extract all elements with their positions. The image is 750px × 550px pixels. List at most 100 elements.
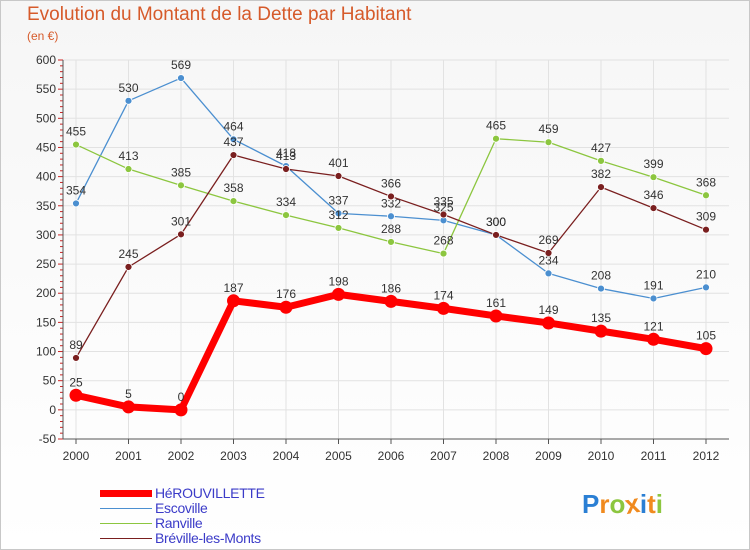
data-point-h-rouvillette [122,400,135,414]
data-label-h-rouvillette: 149 [538,303,558,317]
data-label-escoville: 354 [66,183,86,197]
data-point-br-ville-les-monts [334,172,343,180]
data-label-ranville: 268 [433,234,453,248]
data-point-escoville [229,135,238,144]
proxiti-logo: Proxiti [582,488,663,520]
data-point-ranville [544,138,553,147]
data-point-h-rouvillette [69,388,83,402]
chart-unit: (en €) [27,29,59,43]
x-tick-label: 2007 [430,449,457,463]
data-point-escoville [544,269,553,278]
data-label-h-rouvillette: 186 [381,281,401,295]
data-label-h-rouvillette: 176 [276,287,296,301]
data-label-ranville: 334 [276,195,296,209]
data-point-h-rouvillette [594,324,608,338]
data-label-h-rouvillette: 105 [696,329,716,343]
data-label-br-ville-les-monts: 269 [538,233,558,247]
logo-letter: o [609,489,626,519]
data-label-escoville: 464 [223,119,243,133]
data-point-h-rouvillette [647,332,660,346]
data-point-h-rouvillette [227,294,240,308]
data-point-br-ville-les-monts [544,249,553,257]
data-point-br-ville-les-monts [72,354,80,362]
data-point-ranville [124,165,133,173]
data-label-ranville: 455 [66,125,86,139]
chart-title: Evolution du Montant de la Dette par Hab… [27,4,412,25]
logo-letter: r [599,489,610,519]
data-point-ranville [439,249,448,258]
data-label-br-ville-les-monts: 413 [276,149,296,163]
data-point-ranville [72,140,80,149]
y-tick-label: 300 [36,228,56,242]
data-label-br-ville-les-monts: 437 [223,135,243,149]
data-label-br-ville-les-monts: 309 [696,210,716,224]
data-label-ranville: 413 [118,149,138,163]
data-label-br-ville-les-monts: 335 [433,195,453,209]
data-label-h-rouvillette: 5 [125,387,132,401]
x-tick-label: 2001 [115,449,142,463]
data-label-h-rouvillette: 187 [223,281,243,295]
data-label-escoville: 208 [591,269,611,283]
y-tick-label: 450 [36,140,56,154]
data-point-escoville [124,96,133,105]
y-tick-label: 150 [36,315,56,329]
data-point-ranville [492,134,500,143]
legend-swatch [100,490,152,497]
y-tick-label: 200 [36,286,56,300]
data-label-h-rouvillette: 0 [178,390,185,404]
data-point-h-rouvillette [384,294,398,308]
data-label-ranville: 385 [171,165,191,179]
x-tick-label: 2002 [168,449,195,463]
data-label-ranville: 399 [643,157,663,171]
data-label-br-ville-les-monts: 300 [486,215,506,229]
data-point-h-rouvillette [437,301,450,315]
x-tick-label: 2006 [378,449,405,463]
data-point-h-rouvillette [489,309,503,323]
data-label-br-ville-les-monts: 401 [328,156,348,170]
data-label-escoville: 337 [328,193,348,207]
data-point-h-rouvillette [332,287,345,301]
data-label-escoville: 332 [381,196,401,210]
data-point-escoville [649,294,658,303]
data-point-escoville [177,74,185,82]
logo-letter: i [655,489,663,519]
data-point-ranville [282,211,290,219]
x-tick-label: 2008 [483,449,510,463]
logo-letter: t [647,489,656,519]
data-label-ranville: 358 [223,181,243,195]
data-point-h-rouvillette [542,316,555,330]
data-label-escoville: 210 [696,267,716,281]
data-label-ranville: 465 [486,119,506,133]
legend-swatch [100,507,152,510]
data-point-br-ville-les-monts [387,192,395,201]
data-label-h-rouvillette: 135 [591,311,611,325]
data-point-br-ville-les-monts [177,230,185,239]
data-point-ranville [177,181,185,190]
y-tick-label: 550 [36,82,56,96]
data-label-br-ville-les-monts: 245 [118,247,138,261]
data-label-h-rouvillette: 121 [643,319,663,333]
data-label-escoville: 234 [538,253,558,267]
logo-letter: P [582,489,600,519]
data-label-ranville: 288 [381,222,401,236]
data-label-br-ville-les-monts: 346 [643,188,663,202]
y-tick-label: 500 [36,111,56,125]
y-tick-label: 600 [36,53,56,67]
x-tick-label: 2012 [693,449,720,463]
data-point-h-rouvillette [699,342,713,356]
logo-letter: i [639,489,648,519]
data-label-ranville: 312 [328,208,348,222]
data-point-escoville [72,199,80,208]
x-tick-label: 2011 [641,449,667,463]
data-label-escoville: 300 [486,215,506,229]
data-point-ranville [649,173,658,182]
y-tick-label: 350 [36,199,56,213]
legend-swatch [100,522,152,525]
data-point-br-ville-les-monts [649,204,658,213]
data-point-h-rouvillette [174,403,188,417]
data-point-ranville [334,224,343,232]
data-label-br-ville-les-monts: 366 [381,176,401,190]
y-tick-label: 0 [49,403,56,417]
x-tick-label: 2010 [588,449,615,463]
